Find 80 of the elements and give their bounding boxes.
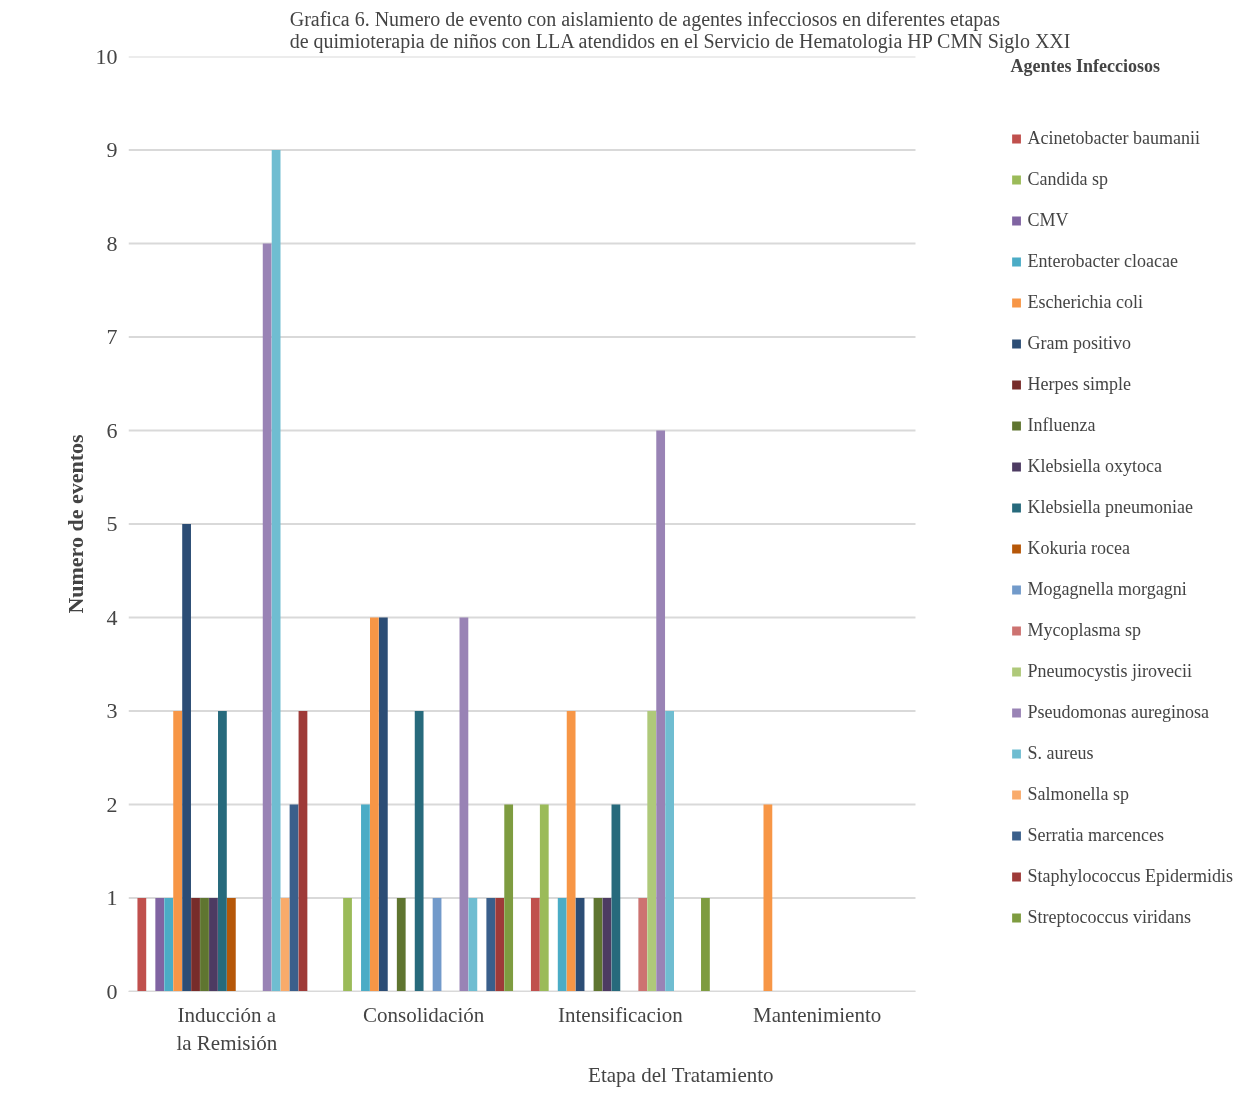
legend-label: Streptococcus viridans — [1027, 906, 1191, 928]
y-tick-label: 6 — [106, 417, 118, 443]
bar — [432, 898, 442, 992]
bar — [226, 898, 236, 992]
bar — [638, 898, 648, 992]
legend-label: Pseudomonas aureginosa — [1027, 701, 1209, 723]
legend-label: Enterobacter cloacae — [1027, 250, 1178, 272]
bar — [137, 898, 147, 992]
bar — [486, 898, 496, 992]
bar — [200, 898, 209, 992]
bar — [602, 898, 612, 992]
legend-label: Herpes simple — [1027, 373, 1132, 395]
bar — [763, 804, 773, 992]
bar — [289, 804, 299, 992]
bar — [191, 898, 200, 992]
legend-label: S. aureus — [1027, 742, 1094, 764]
chart-title: Grafica 6. Numero de evento con aislamiento de agentes infecciosos en diferentes etapas de quimioterapia de niños con LLA atendidos en el Servicio de Hematologia HP CMN Siglo XXI — [289, 7, 1071, 53]
bar — [611, 804, 621, 992]
bar — [378, 617, 388, 992]
bar — [343, 898, 352, 992]
bar — [701, 898, 710, 992]
legend-label: Acinetobacter baumanii — [1027, 127, 1200, 149]
bar — [271, 150, 281, 992]
bar — [182, 524, 191, 992]
x-tick-label: Inducción a la Remisión — [176, 1002, 278, 1056]
y-tick-label: 8 — [106, 230, 118, 256]
bar — [298, 711, 308, 992]
bar — [656, 430, 666, 992]
bar — [575, 898, 585, 992]
legend-label: Salmonella sp — [1027, 783, 1130, 805]
bar — [361, 804, 370, 992]
y-tick-label: 1 — [106, 885, 118, 910]
bar — [414, 711, 424, 992]
legend-label: Candida sp — [1027, 168, 1109, 190]
bar — [459, 617, 469, 992]
y-axis-title: Numero de eventos — [62, 433, 88, 614]
legend-label: Klebsiella oxytoca — [1027, 455, 1162, 477]
x-tick-label: Intensificacion — [557, 1002, 684, 1027]
legend-label: Staphylococcus Epidermidis — [1027, 865, 1233, 887]
bar — [557, 898, 567, 992]
bar — [396, 898, 406, 992]
bar — [647, 711, 657, 992]
x-tick-label: Mantenimiento — [752, 1002, 882, 1027]
y-tick-label: 4 — [106, 604, 118, 630]
bar — [262, 243, 272, 992]
bar — [370, 617, 379, 992]
x-axis-title: Etapa del Tratamiento — [588, 1063, 774, 1088]
y-tick-label: 2 — [106, 791, 118, 817]
bar — [173, 711, 183, 992]
y-tick-label: 7 — [106, 324, 118, 349]
bar — [566, 711, 576, 992]
x-tick-label: Consolidación — [362, 1002, 485, 1027]
y-tick-label: 3 — [106, 698, 118, 723]
legend-label: Mycoplasma sp — [1027, 619, 1142, 641]
bar — [209, 898, 218, 992]
legend-label: Serratia marcences — [1027, 824, 1164, 846]
bar — [530, 898, 540, 992]
legend-label: Influenza — [1027, 414, 1096, 436]
legend-label: Gram positivo — [1027, 332, 1132, 354]
legend-label: Kokuria rocea — [1027, 537, 1130, 559]
legend-label: Pneumocystis jirovecii — [1027, 660, 1193, 682]
y-tick-label: 0 — [106, 978, 118, 1004]
bar — [164, 898, 174, 992]
bar — [593, 898, 603, 992]
bar — [155, 898, 165, 992]
legend-title: Agentes Infecciosos — [1010, 56, 1161, 77]
bar — [495, 898, 505, 992]
y-tick-label: 9 — [106, 137, 118, 162]
legend-label: Klebsiella pneumoniae — [1027, 496, 1193, 518]
legend-label: Mogagnella morgagni — [1027, 578, 1187, 600]
bar — [539, 804, 549, 992]
y-tick-label: 10 — [95, 43, 118, 69]
bar — [504, 804, 514, 992]
bar — [280, 898, 290, 992]
bar — [665, 711, 674, 992]
y-tick-label: 5 — [106, 511, 118, 536]
bar — [468, 898, 478, 992]
bar — [218, 711, 227, 992]
legend-label: CMV — [1027, 209, 1069, 231]
legend-label: Escherichia coli — [1027, 291, 1143, 313]
